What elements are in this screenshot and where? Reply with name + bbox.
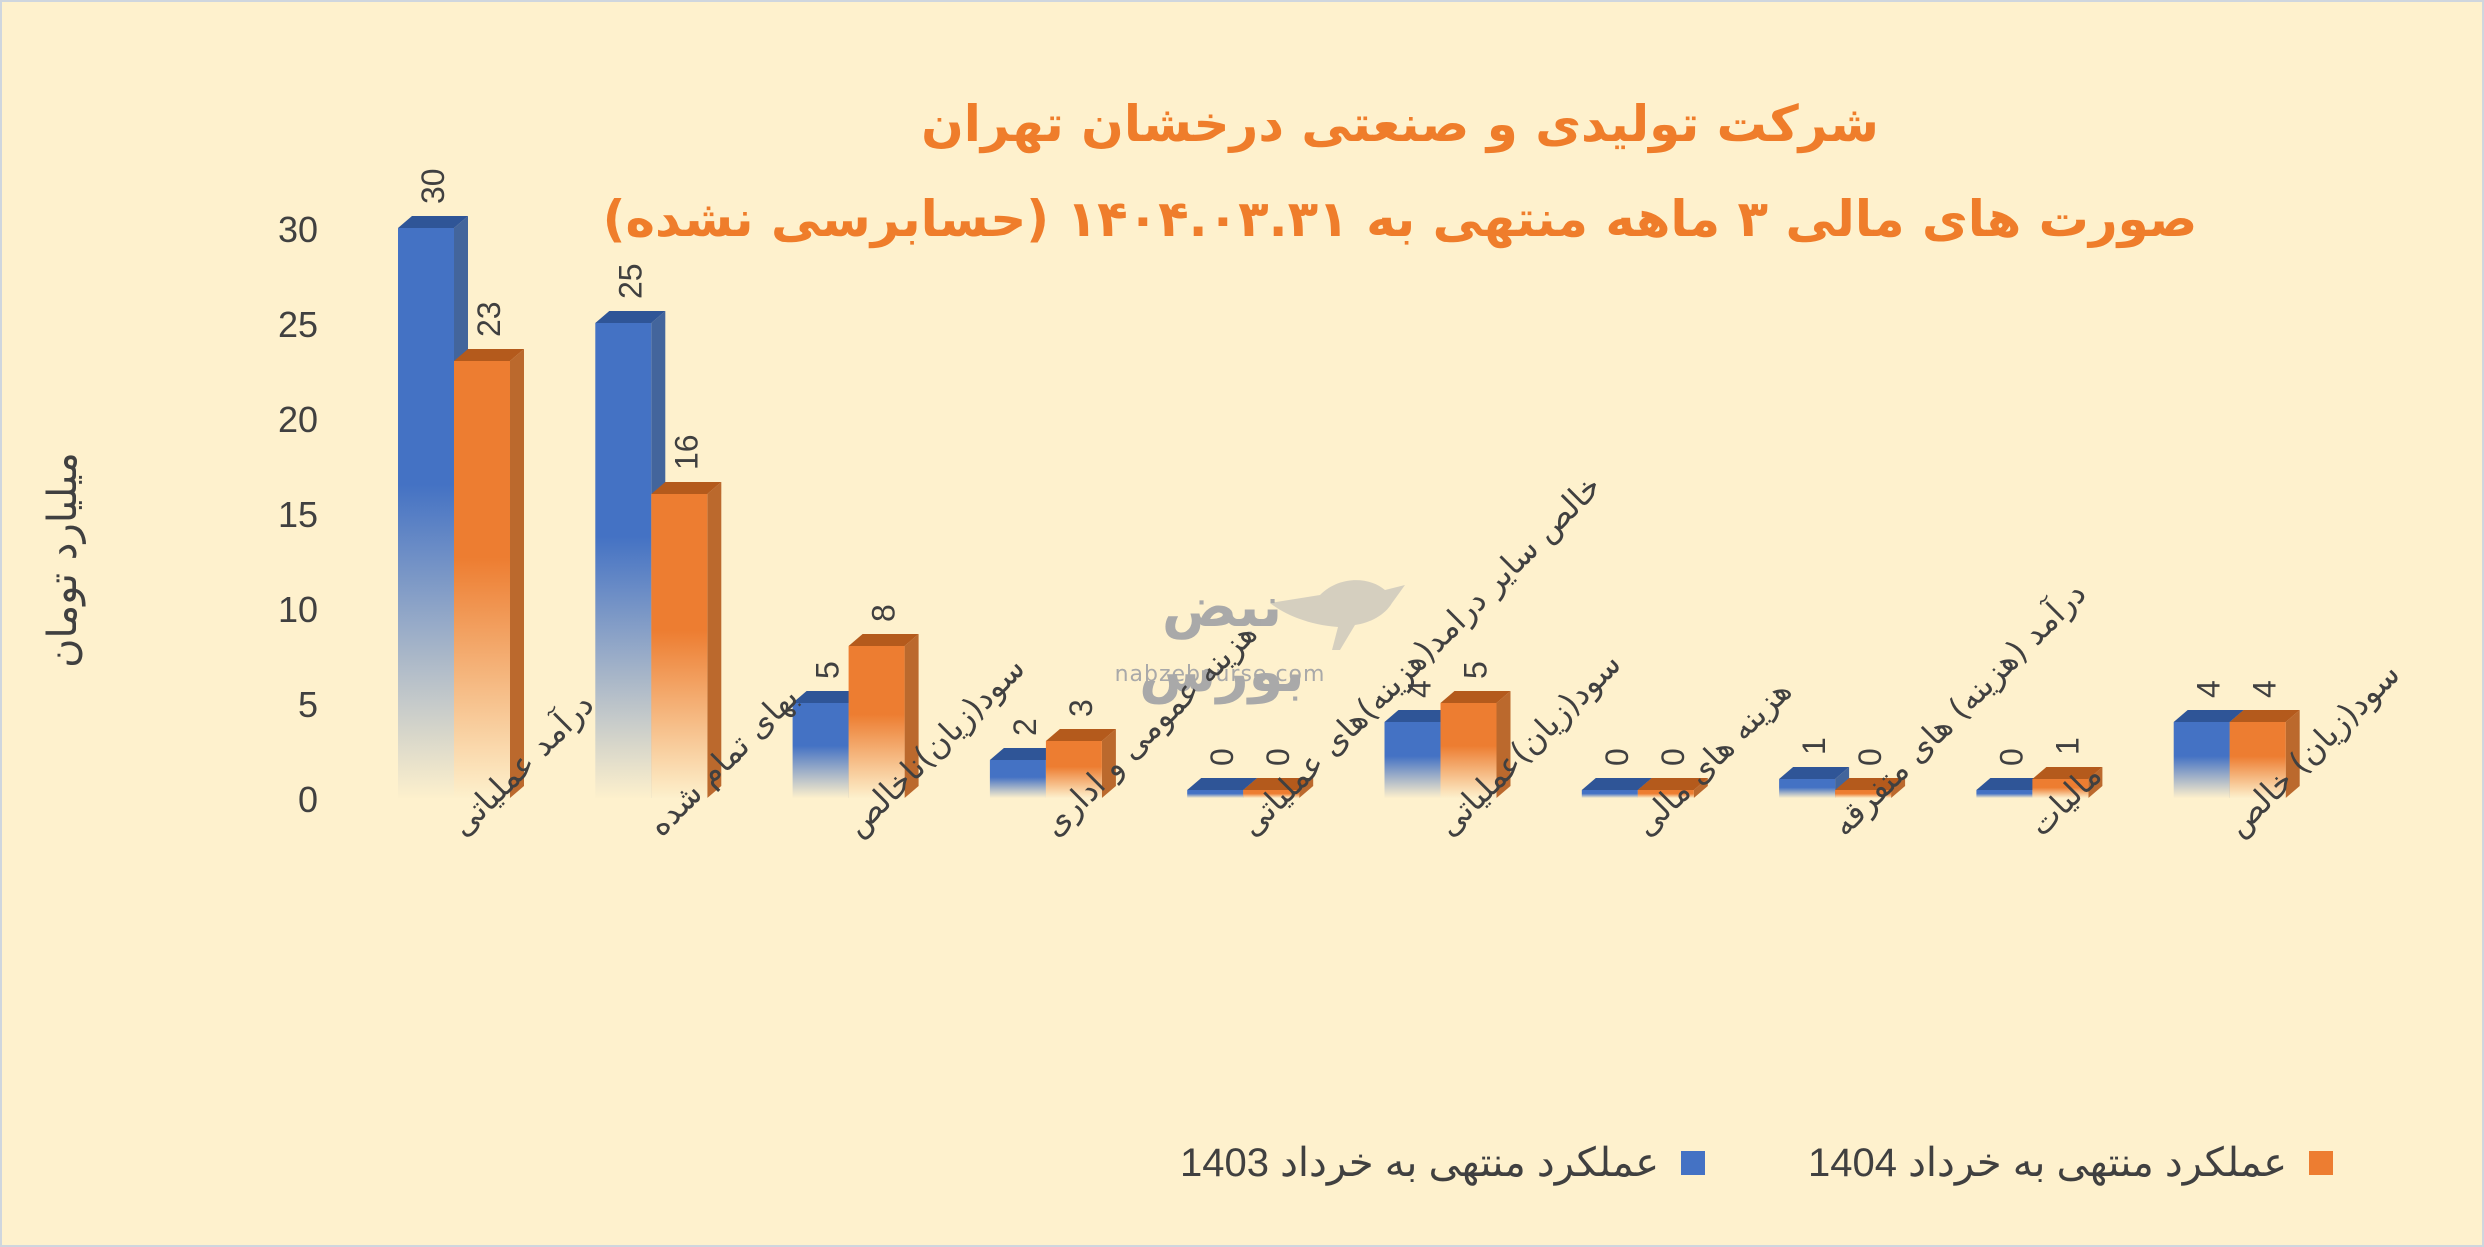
data-label: 1 [2049,737,2085,755]
bar [848,634,919,798]
data-label: 0 [1852,748,1888,766]
data-label: 23 [471,301,507,337]
legend-swatch-1404 [2309,1151,2334,1175]
y-tick-label: 25 [278,304,318,345]
x-tick-label: هزینه های مالی [1627,671,1799,843]
bar [651,482,722,798]
data-label: 4 [1402,680,1438,698]
bar [1637,778,1708,798]
data-label: 2 [1007,718,1043,736]
data-label: 0 [1204,748,1240,766]
legend-swatch-1403 [1681,1151,1706,1175]
data-label: 3 [1063,699,1099,717]
data-label: 0 [1599,748,1635,766]
watermark-url: nabzebourse.com [1114,662,1326,687]
y-axis-ticks: 0 5 10 15 20 25 30 [278,209,318,820]
y-tick-label: 0 [298,779,318,820]
bar [1045,729,1116,798]
data-label: 1 [1796,737,1832,755]
data-label: 16 [668,434,704,470]
bar [2229,710,2300,798]
bar [1243,778,1314,798]
bar [1835,778,1906,798]
data-label: 5 [1458,661,1494,679]
legend-label-1403: عملکرد منتهی به خرداد 1403 [1180,1141,1660,1185]
legend-item-1403: عملکرد منتهی به خرداد 1403 [1180,1135,1706,1191]
y-tick-label: 30 [278,209,318,250]
data-label: 5 [810,661,846,679]
watermark-text: نبض بورس [1139,575,1305,705]
bar [454,349,524,798]
bar [2032,767,2103,798]
data-label: 30 [415,168,451,204]
data-label: 0 [1655,748,1691,766]
y-tick-label: 15 [278,494,318,535]
x-tick-label: هزینه عمومی و اداری [1035,614,1265,844]
data-label: 0 [1260,748,1296,766]
bar-series [398,216,2300,798]
legend-item-1404: عملکرد منتهی به خرداد 1404 [1808,1135,2334,1191]
data-label: 25 [612,263,648,299]
chart-title: شرکت تولیدی و صنعتی درخشان تهران [921,95,1879,153]
bull-watermark-icon [1270,580,1405,650]
y-tick-label: 5 [298,684,318,725]
chart-subtitle: صورت های مالی ۳ ماهه منتهی به ۱۴۰۴.۰۳.۳۱… [602,190,2198,248]
data-label: 4 [2191,680,2227,698]
legend-label-1404: عملکرد منتهی به خرداد 1404 [1808,1141,2288,1185]
data-label: 8 [866,604,902,622]
y-tick-label: 20 [278,399,318,440]
y-tick-label: 10 [278,589,318,630]
data-label: 0 [1993,748,2029,766]
data-label: 4 [2247,680,2283,698]
bar [1440,691,1511,798]
